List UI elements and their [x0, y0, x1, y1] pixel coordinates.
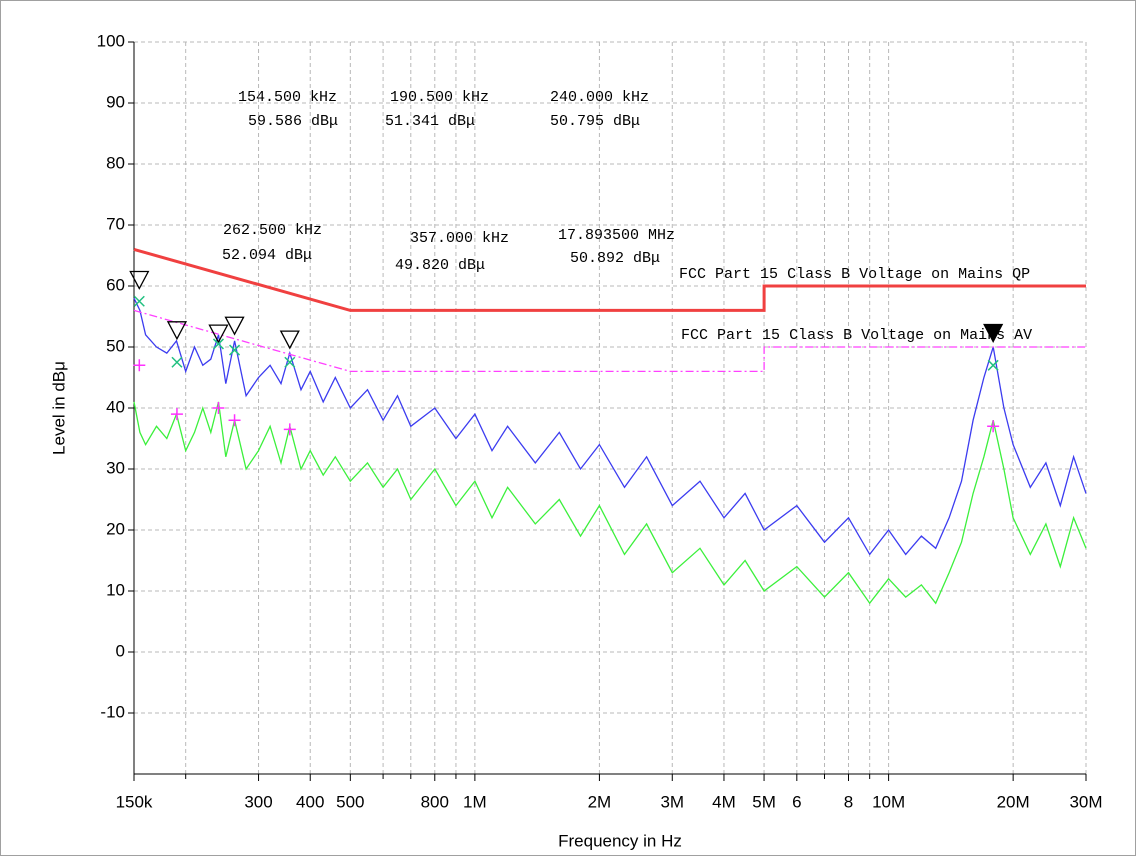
- peak-marker: [983, 323, 1004, 343]
- av-mark: [987, 420, 1000, 433]
- annotation-level: 49.820 dBμ: [395, 257, 485, 274]
- x-tick-label: 1M: [463, 792, 487, 811]
- av-mark: [170, 408, 183, 421]
- qp-mark: [212, 338, 224, 350]
- peak-marker: [279, 330, 300, 350]
- y-tick-label: 40: [106, 397, 125, 416]
- annotation-frequency: 240.000 kHz: [550, 89, 649, 106]
- limit-line: [133, 247, 1086, 312]
- x-tick-label: 800: [421, 792, 449, 811]
- av-mark: [133, 359, 146, 372]
- qp-mark: [171, 356, 183, 368]
- y-tick-label: -10: [100, 702, 125, 721]
- annotation-frequency: 190.500 kHz: [390, 89, 489, 106]
- qp-mark: [284, 356, 296, 368]
- y-tick-label: 10: [106, 580, 125, 599]
- av-mark: [228, 414, 241, 427]
- x-tick-label: 3M: [660, 792, 684, 811]
- y-tick-label: 50: [106, 336, 125, 355]
- annotation-level: 59.586 dBμ: [248, 113, 338, 130]
- y-tick-label: 60: [106, 275, 125, 294]
- trace: [133, 401, 1087, 605]
- x-tick-label: 2M: [588, 792, 612, 811]
- annotation-frequency: 17.893500 MHz: [558, 227, 675, 244]
- x-tick-label: 10M: [872, 792, 905, 811]
- x-tick-label: 30M: [1069, 792, 1102, 811]
- annotation-level: 52.094 dBμ: [222, 247, 312, 264]
- y-tick-label: 20: [106, 519, 125, 538]
- x-tick-label: 20M: [997, 792, 1030, 811]
- qp-mark: [987, 359, 999, 371]
- av-mark: [212, 402, 225, 414]
- x-tick-label: 500: [336, 792, 364, 811]
- annotation-frequency: 357.000 kHz: [410, 230, 509, 247]
- annotation-level: 50.892 dBμ: [570, 250, 660, 267]
- x-tick-label: 5M: [752, 792, 776, 811]
- x-tick-label: 400: [296, 792, 324, 811]
- y-tick-label: 90: [106, 92, 125, 111]
- limit-label: FCC Part 15 Class B Voltage on Mains AV: [681, 327, 1032, 344]
- limit-label: FCC Part 15 Class B Voltage on Mains QP: [679, 266, 1030, 283]
- y-tick-label: 80: [106, 153, 125, 172]
- trace: [133, 297, 1087, 556]
- annotation-frequency: 262.500 kHz: [223, 222, 322, 239]
- annotation-level: 51.341 dBμ: [385, 113, 475, 130]
- av-mark: [283, 423, 296, 436]
- limit-line: [133, 309, 1086, 373]
- peak-marker: [208, 324, 229, 344]
- x-tick-label: 6: [792, 792, 801, 811]
- y-tick-label: 0: [116, 641, 125, 660]
- x-tick-label: 300: [244, 792, 272, 811]
- y-tick-label: 30: [106, 458, 125, 477]
- peak-marker: [129, 270, 150, 290]
- qp-mark: [229, 344, 241, 356]
- y-axis-title: Level in dBμ: [49, 361, 68, 455]
- qp-mark: [133, 295, 145, 307]
- y-tick-label: 100: [97, 31, 125, 50]
- y-tick-label: 70: [106, 214, 125, 233]
- x-axis-title: Frequency in Hz: [558, 831, 682, 850]
- x-tick-label: 8: [844, 792, 853, 811]
- x-tick-label: 4M: [712, 792, 736, 811]
- annotation-level: 50.795 dBμ: [550, 113, 640, 130]
- x-tick-label: 150k: [116, 792, 153, 811]
- peak-marker: [166, 321, 188, 341]
- peak-marker: [224, 316, 245, 336]
- annotation-frequency: 154.500 kHz: [238, 89, 337, 106]
